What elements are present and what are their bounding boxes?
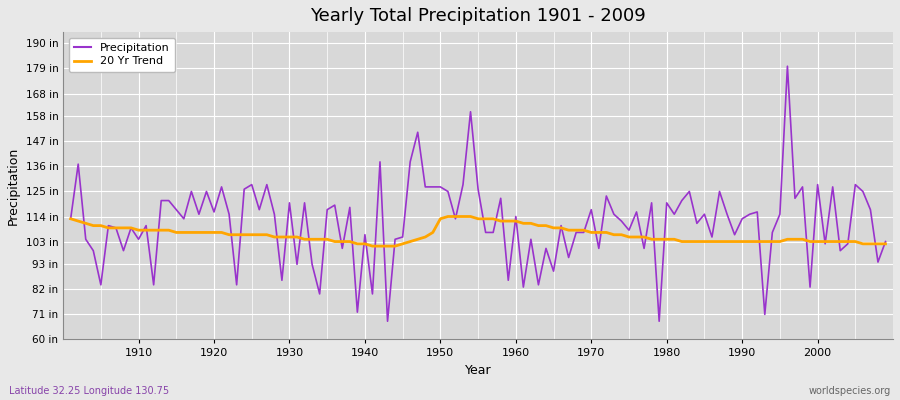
Legend: Precipitation, 20 Yr Trend: Precipitation, 20 Yr Trend [68,38,176,72]
X-axis label: Year: Year [464,364,491,377]
Title: Yearly Total Precipitation 1901 - 2009: Yearly Total Precipitation 1901 - 2009 [310,7,646,25]
Y-axis label: Precipitation: Precipitation [7,147,20,225]
Text: worldspecies.org: worldspecies.org [809,386,891,396]
Text: Latitude 32.25 Longitude 130.75: Latitude 32.25 Longitude 130.75 [9,386,169,396]
